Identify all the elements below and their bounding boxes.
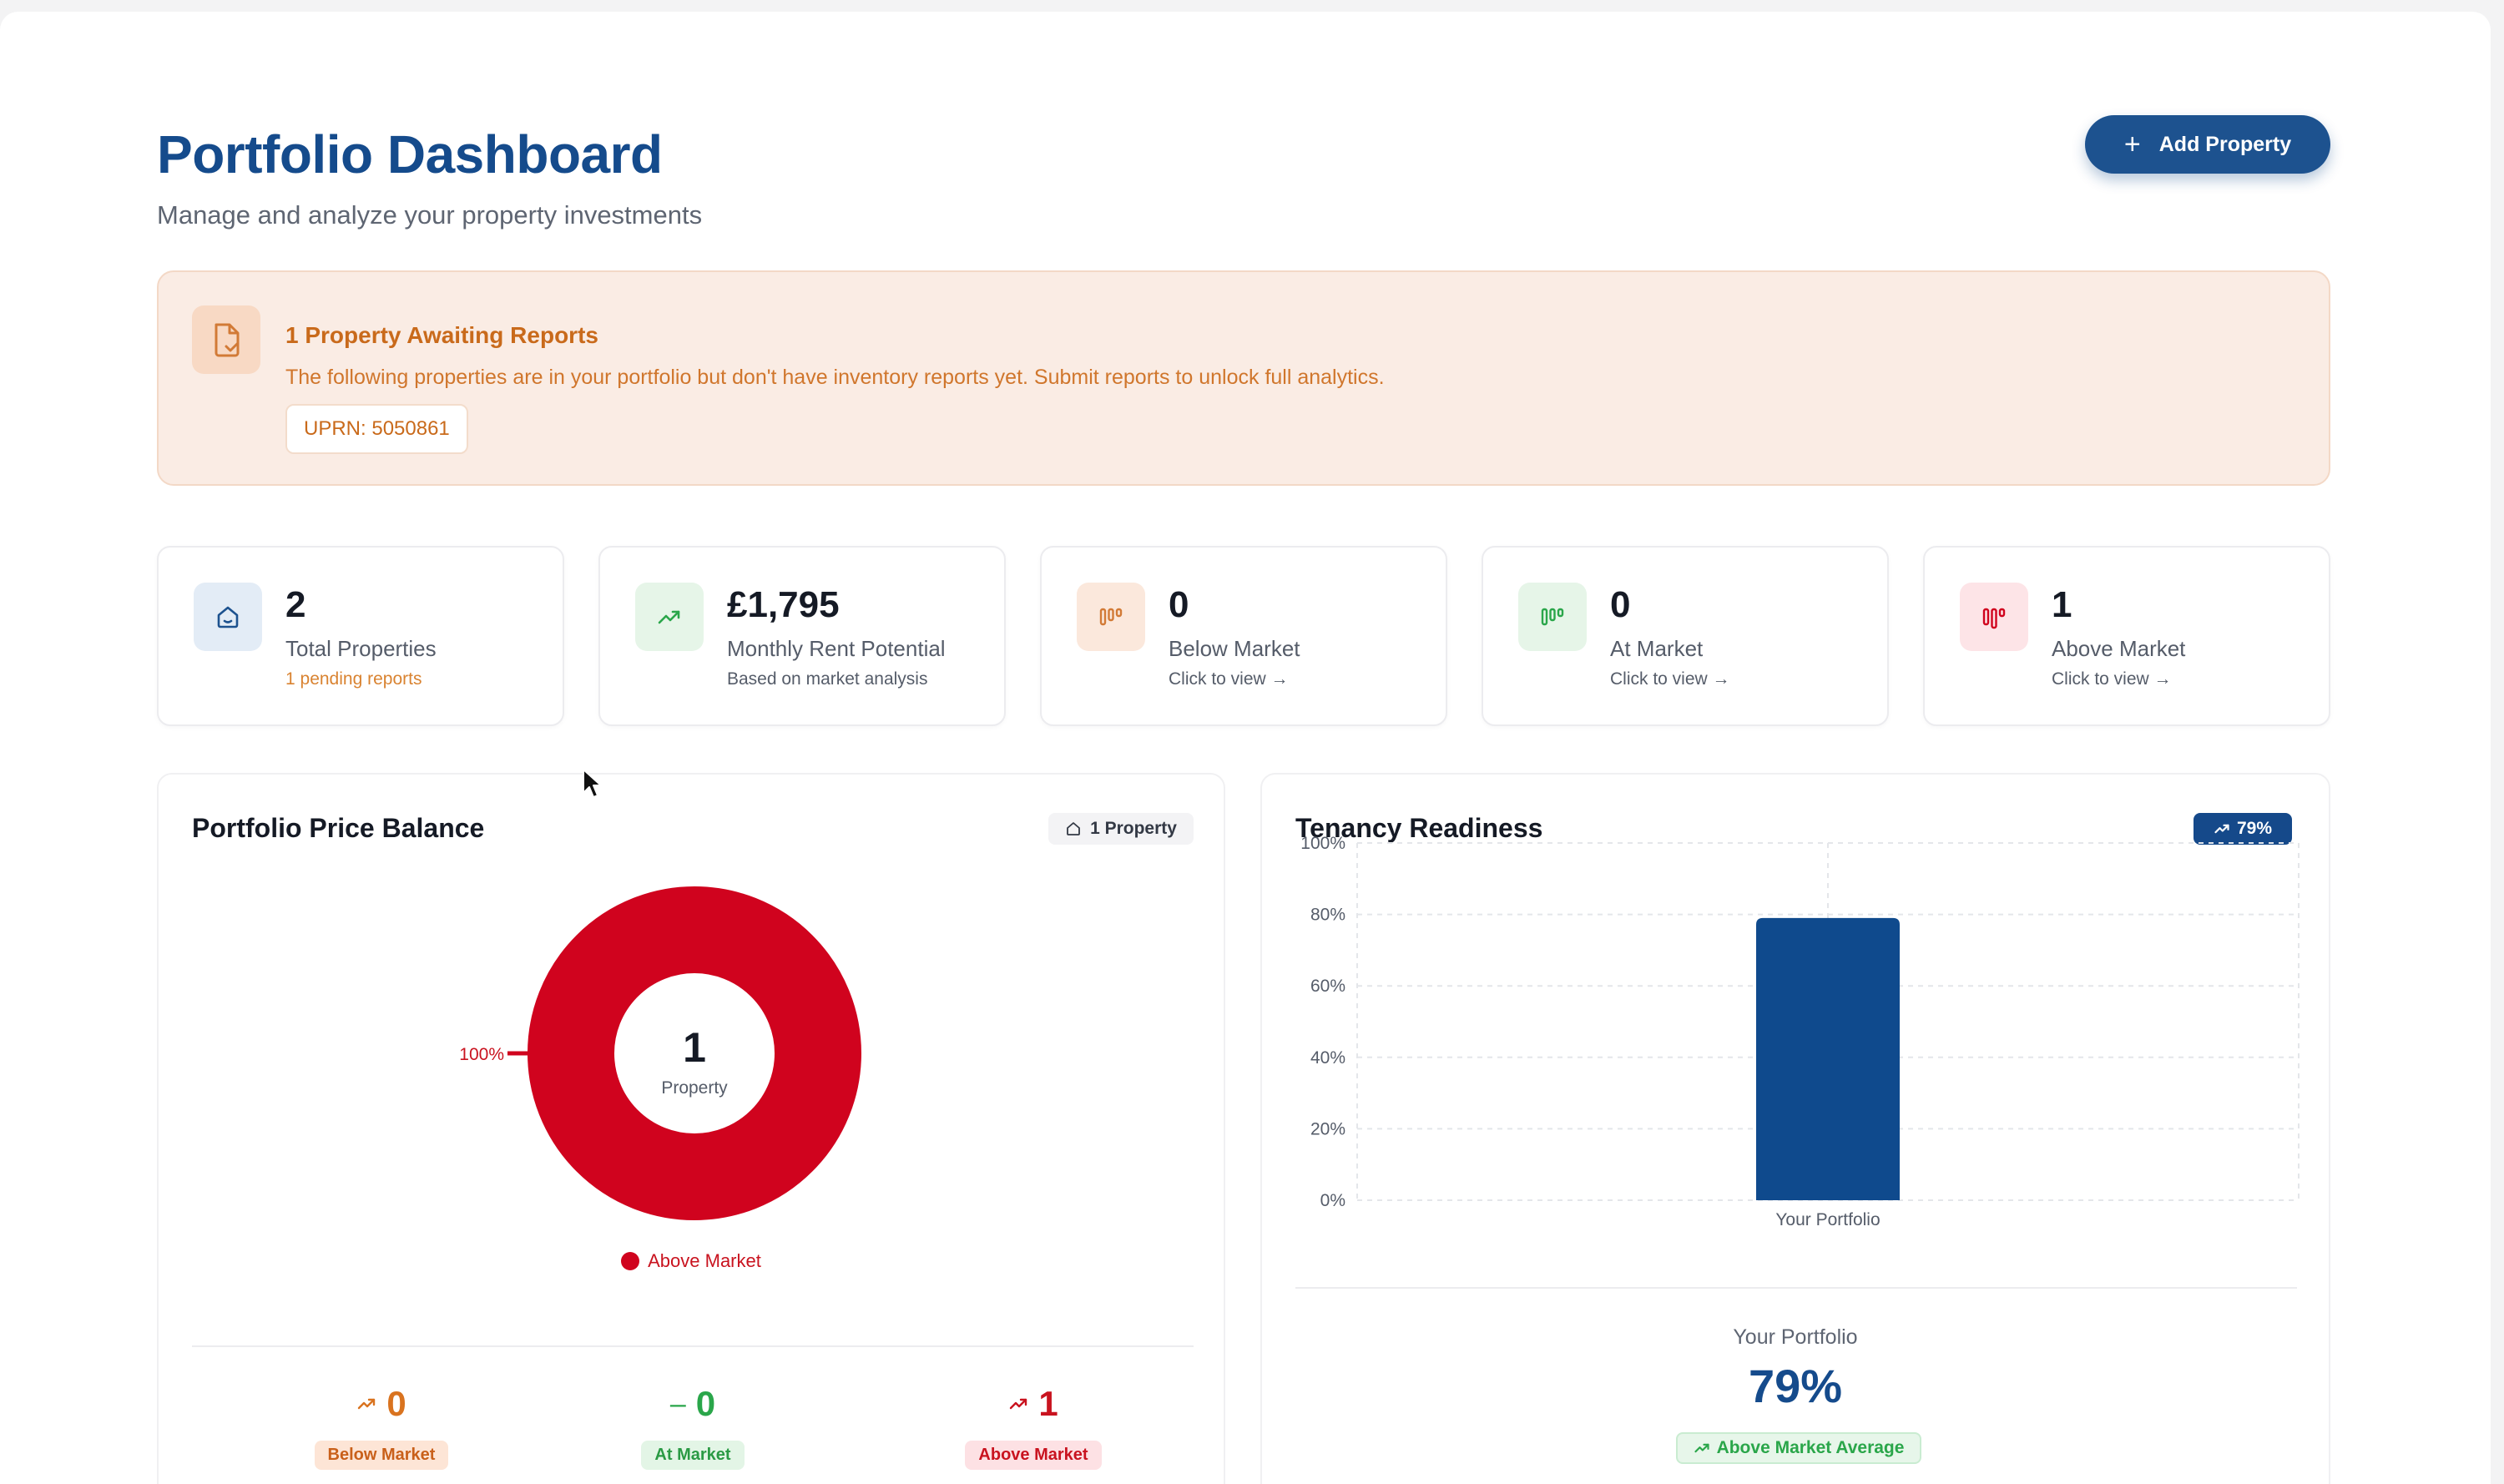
stat-label: At Market xyxy=(1610,636,1704,661)
at-market-count[interactable]: – 0 At Market xyxy=(568,1384,818,1470)
stat-subtext: Based on market analysis xyxy=(727,669,928,689)
property-count-badge: 1 Property xyxy=(1048,813,1194,845)
count-value: 1 xyxy=(1038,1384,1058,1423)
chart-legend: Above Market xyxy=(159,1250,1224,1272)
stat-card-rent-potential[interactable]: £1,795 Monthly Rent Potential Based on m… xyxy=(598,546,1006,726)
stat-link[interactable]: Click to view → xyxy=(1169,669,1289,689)
count-label: Below Market xyxy=(314,1441,449,1470)
pending-reports-alert: 1 Property Awaiting Reports The followin… xyxy=(157,270,2330,486)
count-label: At Market xyxy=(641,1441,745,1470)
price-balance-donut-chart: 100% 1 Property xyxy=(459,886,861,1220)
add-property-label: Add Property xyxy=(2158,132,2292,156)
legend-swatch-above-market xyxy=(621,1252,640,1270)
alert-text: The following properties are in your por… xyxy=(285,366,1385,389)
tenancy-readiness-bar-chart: 0% 20% 40% 60% 80% 100% Your Portfolio xyxy=(1300,834,2300,1229)
bars-icon xyxy=(1960,583,2028,651)
stat-card-at-market[interactable]: 0 At Market Click to view → xyxy=(1482,546,1889,726)
count-label: Above Market xyxy=(965,1441,1102,1470)
stat-value: 2 xyxy=(285,584,306,625)
y-tick-label: 100% xyxy=(1300,834,1345,853)
stat-card-below-market[interactable]: 0 Below Market Click to view → xyxy=(1040,546,1447,726)
y-tick-label: 20% xyxy=(1310,1119,1345,1138)
tenancy-readiness-panel: Tenancy Readiness 79% 0% 20% 40% 60% 80% 100%… xyxy=(1260,773,2330,1484)
y-tick-label: 60% xyxy=(1310,977,1345,996)
alert-title: 1 Property Awaiting Reports xyxy=(285,322,598,348)
divider xyxy=(1295,1287,2297,1289)
readiness-badge-label: 79% xyxy=(2236,819,2273,838)
page-subtitle: Manage and analyze your property investm… xyxy=(157,200,703,230)
x-tick-label: Your Portfolio xyxy=(1775,1210,1880,1229)
minus-icon: – xyxy=(669,1387,686,1420)
above-average-badge: Above Market Average xyxy=(1676,1432,1921,1464)
stat-value: 0 xyxy=(1169,584,1189,625)
above-average-label: Above Market Average xyxy=(1716,1438,1905,1457)
uprn-chip[interactable]: UPRN: 5050861 xyxy=(285,404,468,454)
stat-label: Above Market xyxy=(2052,636,2186,661)
stat-cards: 2 Total Properties 1 pending reports £1,… xyxy=(157,546,2330,726)
stat-label: Total Properties xyxy=(285,636,437,661)
trending-icon xyxy=(358,1398,376,1410)
home-icon xyxy=(1067,822,1080,835)
document-check-icon xyxy=(192,305,260,374)
count-value: 0 xyxy=(695,1384,716,1423)
stat-label: Monthly Rent Potential xyxy=(727,636,946,661)
count-value: 0 xyxy=(386,1384,406,1423)
legend-label: Above Market xyxy=(648,1250,761,1271)
readiness-badge: 79% xyxy=(2194,813,2292,845)
stat-link[interactable]: Click to view → xyxy=(2052,669,2172,689)
stat-link[interactable]: Click to view → xyxy=(1610,669,1730,689)
donut-center-label: Property xyxy=(661,1078,728,1098)
stat-card-above-market[interactable]: 1 Above Market Click to view → xyxy=(1923,546,2330,726)
y-tick-label: 80% xyxy=(1310,906,1345,925)
stat-card-total-properties[interactable]: 2 Total Properties 1 pending reports xyxy=(157,546,564,726)
mouse-cursor-icon xyxy=(583,769,602,798)
y-tick-label: 40% xyxy=(1310,1048,1345,1068)
trending-up-icon xyxy=(2214,824,2229,834)
bar-your-portfolio[interactable] xyxy=(1756,917,1900,1200)
donut-center-value: 1 xyxy=(683,1024,706,1071)
bars-icon xyxy=(1077,583,1145,651)
stat-label: Below Market xyxy=(1169,636,1300,661)
below-market-count[interactable]: 0 Below Market xyxy=(256,1384,507,1470)
score-label: Your Portfolio xyxy=(1733,1325,1858,1349)
add-property-button[interactable]: + Add Property xyxy=(2085,115,2330,174)
property-count-label: 1 Property xyxy=(1090,819,1177,838)
donut-slice-above-market[interactable] xyxy=(528,886,861,1220)
page-title: Portfolio Dashboard xyxy=(157,124,663,184)
trending-up-icon xyxy=(1694,1443,1709,1453)
tenancy-readiness-title: Tenancy Readiness xyxy=(1295,813,1543,843)
stat-value: 1 xyxy=(2052,584,2072,625)
slice-label: 100% xyxy=(459,1045,504,1064)
divider xyxy=(192,1345,1194,1347)
dashboard-page: Portfolio Dashboard Manage and analyze y… xyxy=(0,12,2491,1484)
above-market-count[interactable]: 1 Above Market xyxy=(908,1384,1159,1470)
price-balance-title: Portfolio Price Balance xyxy=(192,813,485,843)
stat-value: £1,795 xyxy=(727,584,840,625)
y-tick-label: 0% xyxy=(1320,1191,1345,1210)
stat-value: 0 xyxy=(1610,584,1631,625)
price-balance-panel: Portfolio Price Balance 1 Property 100% … xyxy=(157,773,1225,1484)
stat-subtext: 1 pending reports xyxy=(285,669,422,689)
trending-icon xyxy=(1010,1398,1027,1410)
home-icon xyxy=(194,583,262,651)
trending-up-icon xyxy=(635,583,704,651)
bars-icon xyxy=(1518,583,1587,651)
plus-icon: + xyxy=(2123,129,2141,160)
score-value: 79% xyxy=(1748,1360,1843,1412)
